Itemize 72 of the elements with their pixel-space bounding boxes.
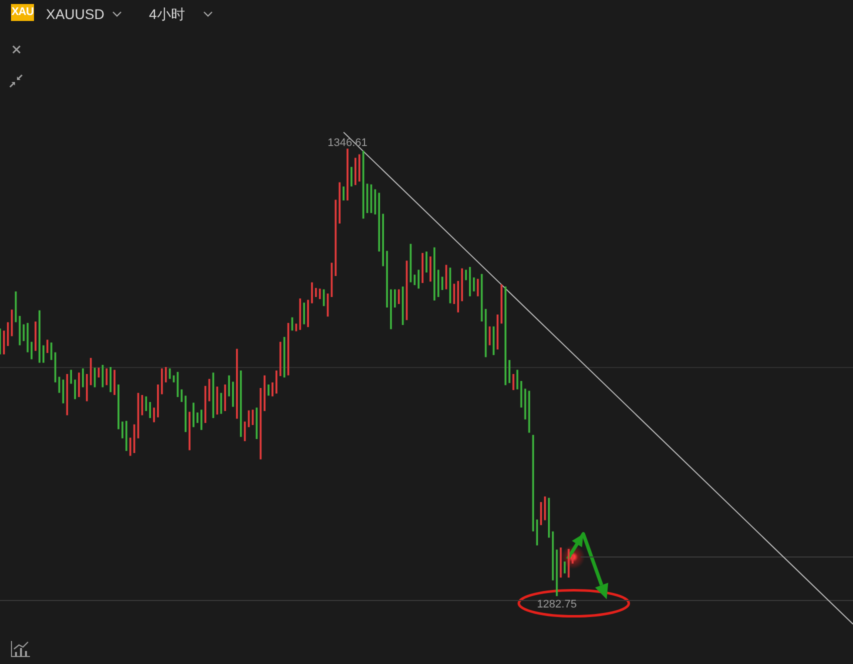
candlestick	[295, 324, 298, 332]
candlestick	[10, 310, 13, 336]
candlestick	[414, 274, 416, 286]
candlestick	[402, 286, 404, 325]
candlestick	[141, 394, 144, 416]
candlestick	[299, 298, 302, 330]
candlestick	[94, 368, 96, 388]
candlestick	[374, 189, 376, 214]
candlestick	[66, 374, 68, 416]
candlestick	[272, 382, 274, 397]
candlestick	[145, 396, 148, 412]
candlestick	[125, 420, 128, 451]
candlestick	[244, 421, 246, 442]
candlestick	[311, 282, 313, 304]
candlestick	[437, 270, 440, 297]
candlestick	[212, 372, 214, 418]
candlestick	[86, 374, 88, 402]
candlestick	[449, 268, 452, 304]
candlestick	[256, 408, 258, 440]
candlestick	[418, 270, 420, 289]
candlestick	[358, 154, 360, 182]
candlestick	[516, 370, 518, 390]
candlestick	[287, 322, 290, 376]
candlestick	[560, 548, 562, 578]
candlestick	[106, 368, 108, 386]
candlestick	[528, 390, 530, 433]
candlestick	[453, 284, 456, 304]
candlestick	[283, 336, 286, 378]
candlestick	[50, 342, 52, 360]
candlestick	[98, 368, 100, 378]
candlestick	[318, 288, 321, 300]
candlestick	[488, 326, 491, 346]
candlestick	[160, 368, 163, 394]
candlestick	[322, 289, 325, 306]
candlestick	[62, 380, 64, 404]
candlestick	[532, 434, 534, 532]
candlestick	[492, 326, 495, 356]
candlestick	[441, 276, 444, 290]
candlestick	[279, 342, 282, 376]
candlestick	[394, 289, 396, 308]
candlestick	[18, 316, 21, 346]
candlestick	[334, 200, 337, 276]
candlestick	[568, 548, 570, 578]
candlestick	[252, 410, 254, 426]
candlestick	[472, 277, 475, 292]
candlestick	[204, 386, 206, 424]
candlestick	[476, 278, 479, 296]
candlestick	[26, 322, 29, 352]
candlestick	[552, 531, 554, 580]
candlestick	[480, 274, 483, 322]
candlestick	[366, 184, 368, 214]
candlestick	[564, 562, 566, 574]
candlestick	[216, 386, 218, 415]
candlestick	[220, 392, 222, 414]
candlestick	[338, 182, 341, 224]
text: 4小时	[149, 5, 185, 23]
candlestick	[102, 364, 104, 388]
text: XAUUSD	[46, 5, 104, 24]
candlestick	[90, 358, 92, 386]
candlestick	[129, 438, 132, 456]
candlestick	[512, 374, 514, 390]
candlestick	[180, 389, 183, 402]
candlestick	[46, 340, 48, 353]
candlestick	[30, 342, 33, 360]
candlestick	[164, 367, 167, 382]
candlestick	[520, 381, 522, 408]
candlestick	[153, 407, 155, 423]
candlestick	[398, 289, 400, 304]
annotation: 1282.75	[536, 598, 577, 610]
candlestick	[524, 388, 526, 420]
annotation: XAU	[11, 4, 34, 21]
candlestick	[260, 388, 262, 460]
